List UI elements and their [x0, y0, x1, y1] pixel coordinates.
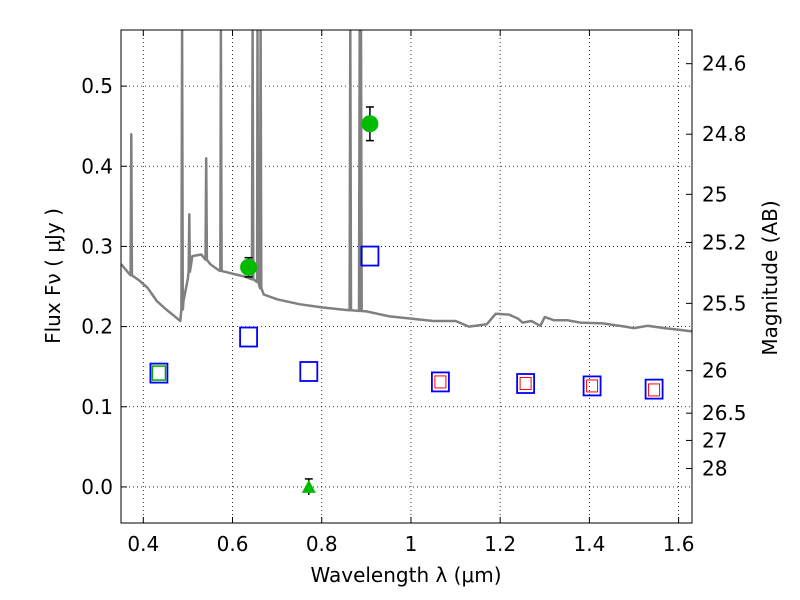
- blue-square-point: [582, 375, 602, 397]
- y-tick-label: 0.5: [81, 74, 113, 98]
- blue-square-point: [239, 326, 258, 348]
- x-tick-label: 1.4: [573, 532, 605, 556]
- right-tick-label: 26: [702, 359, 727, 383]
- grid-lines: [121, 30, 692, 523]
- green-circle-point: [361, 115, 379, 133]
- x-tick-label: 1.2: [484, 532, 516, 556]
- spectrum-line: [121, 30, 692, 333]
- right-tick-label: 25.2: [702, 230, 747, 254]
- green-square-point: [151, 365, 167, 381]
- blue-square-point: [516, 373, 536, 394]
- x-tick-label: 1.6: [663, 532, 695, 556]
- axes: 0.4 0.6 0.8 1 1.2 1.4 1.6 0.0 0.1 0.2 0.3 0.4 0.5 24.…: [81, 30, 747, 556]
- blue-square-point: [299, 361, 319, 382]
- right-tick-label: 25: [702, 182, 727, 206]
- right-tick-label: 24.8: [702, 122, 747, 146]
- green-circle-point: [240, 258, 258, 276]
- blue-square-point: [149, 362, 169, 384]
- x-tick-label: 0.4: [127, 532, 159, 556]
- x-tick-label: 1: [405, 532, 418, 556]
- x-axis-label: Wavelength λ (μm): [310, 563, 501, 587]
- right-tick-label: 24.6: [702, 52, 747, 76]
- red-square-point: [519, 377, 532, 391]
- right-tick-label: 27: [702, 428, 727, 452]
- y-tick-label: 0.4: [81, 154, 113, 178]
- plot-frame: [120, 29, 693, 524]
- red-square-point: [586, 379, 599, 393]
- x-tick-label: 0.6: [217, 532, 249, 556]
- blue-square-point: [644, 378, 664, 400]
- right-tick-label: 25.5: [702, 291, 747, 315]
- right-tick-label: 26.5: [702, 401, 747, 425]
- y-tick-label: 0.3: [81, 234, 113, 258]
- plot-area: [121, 30, 692, 495]
- y-tick-label: 0.1: [81, 395, 113, 419]
- blue-square-point: [431, 371, 450, 393]
- right-tick-label: 28: [702, 456, 727, 480]
- red-square-point: [434, 375, 447, 389]
- green-triangle-point: [301, 479, 316, 493]
- y-axis-label-right: Magnitude (AB): [758, 200, 782, 355]
- y-axis-label-left: Flux Fν ( μJy ): [41, 208, 65, 344]
- red-square-point: [648, 383, 661, 397]
- x-tick-label: 0.8: [306, 532, 338, 556]
- y-tick-label: 0.2: [81, 315, 113, 339]
- blue-square-point: [360, 245, 380, 267]
- y-tick-label: 0.0: [81, 475, 113, 499]
